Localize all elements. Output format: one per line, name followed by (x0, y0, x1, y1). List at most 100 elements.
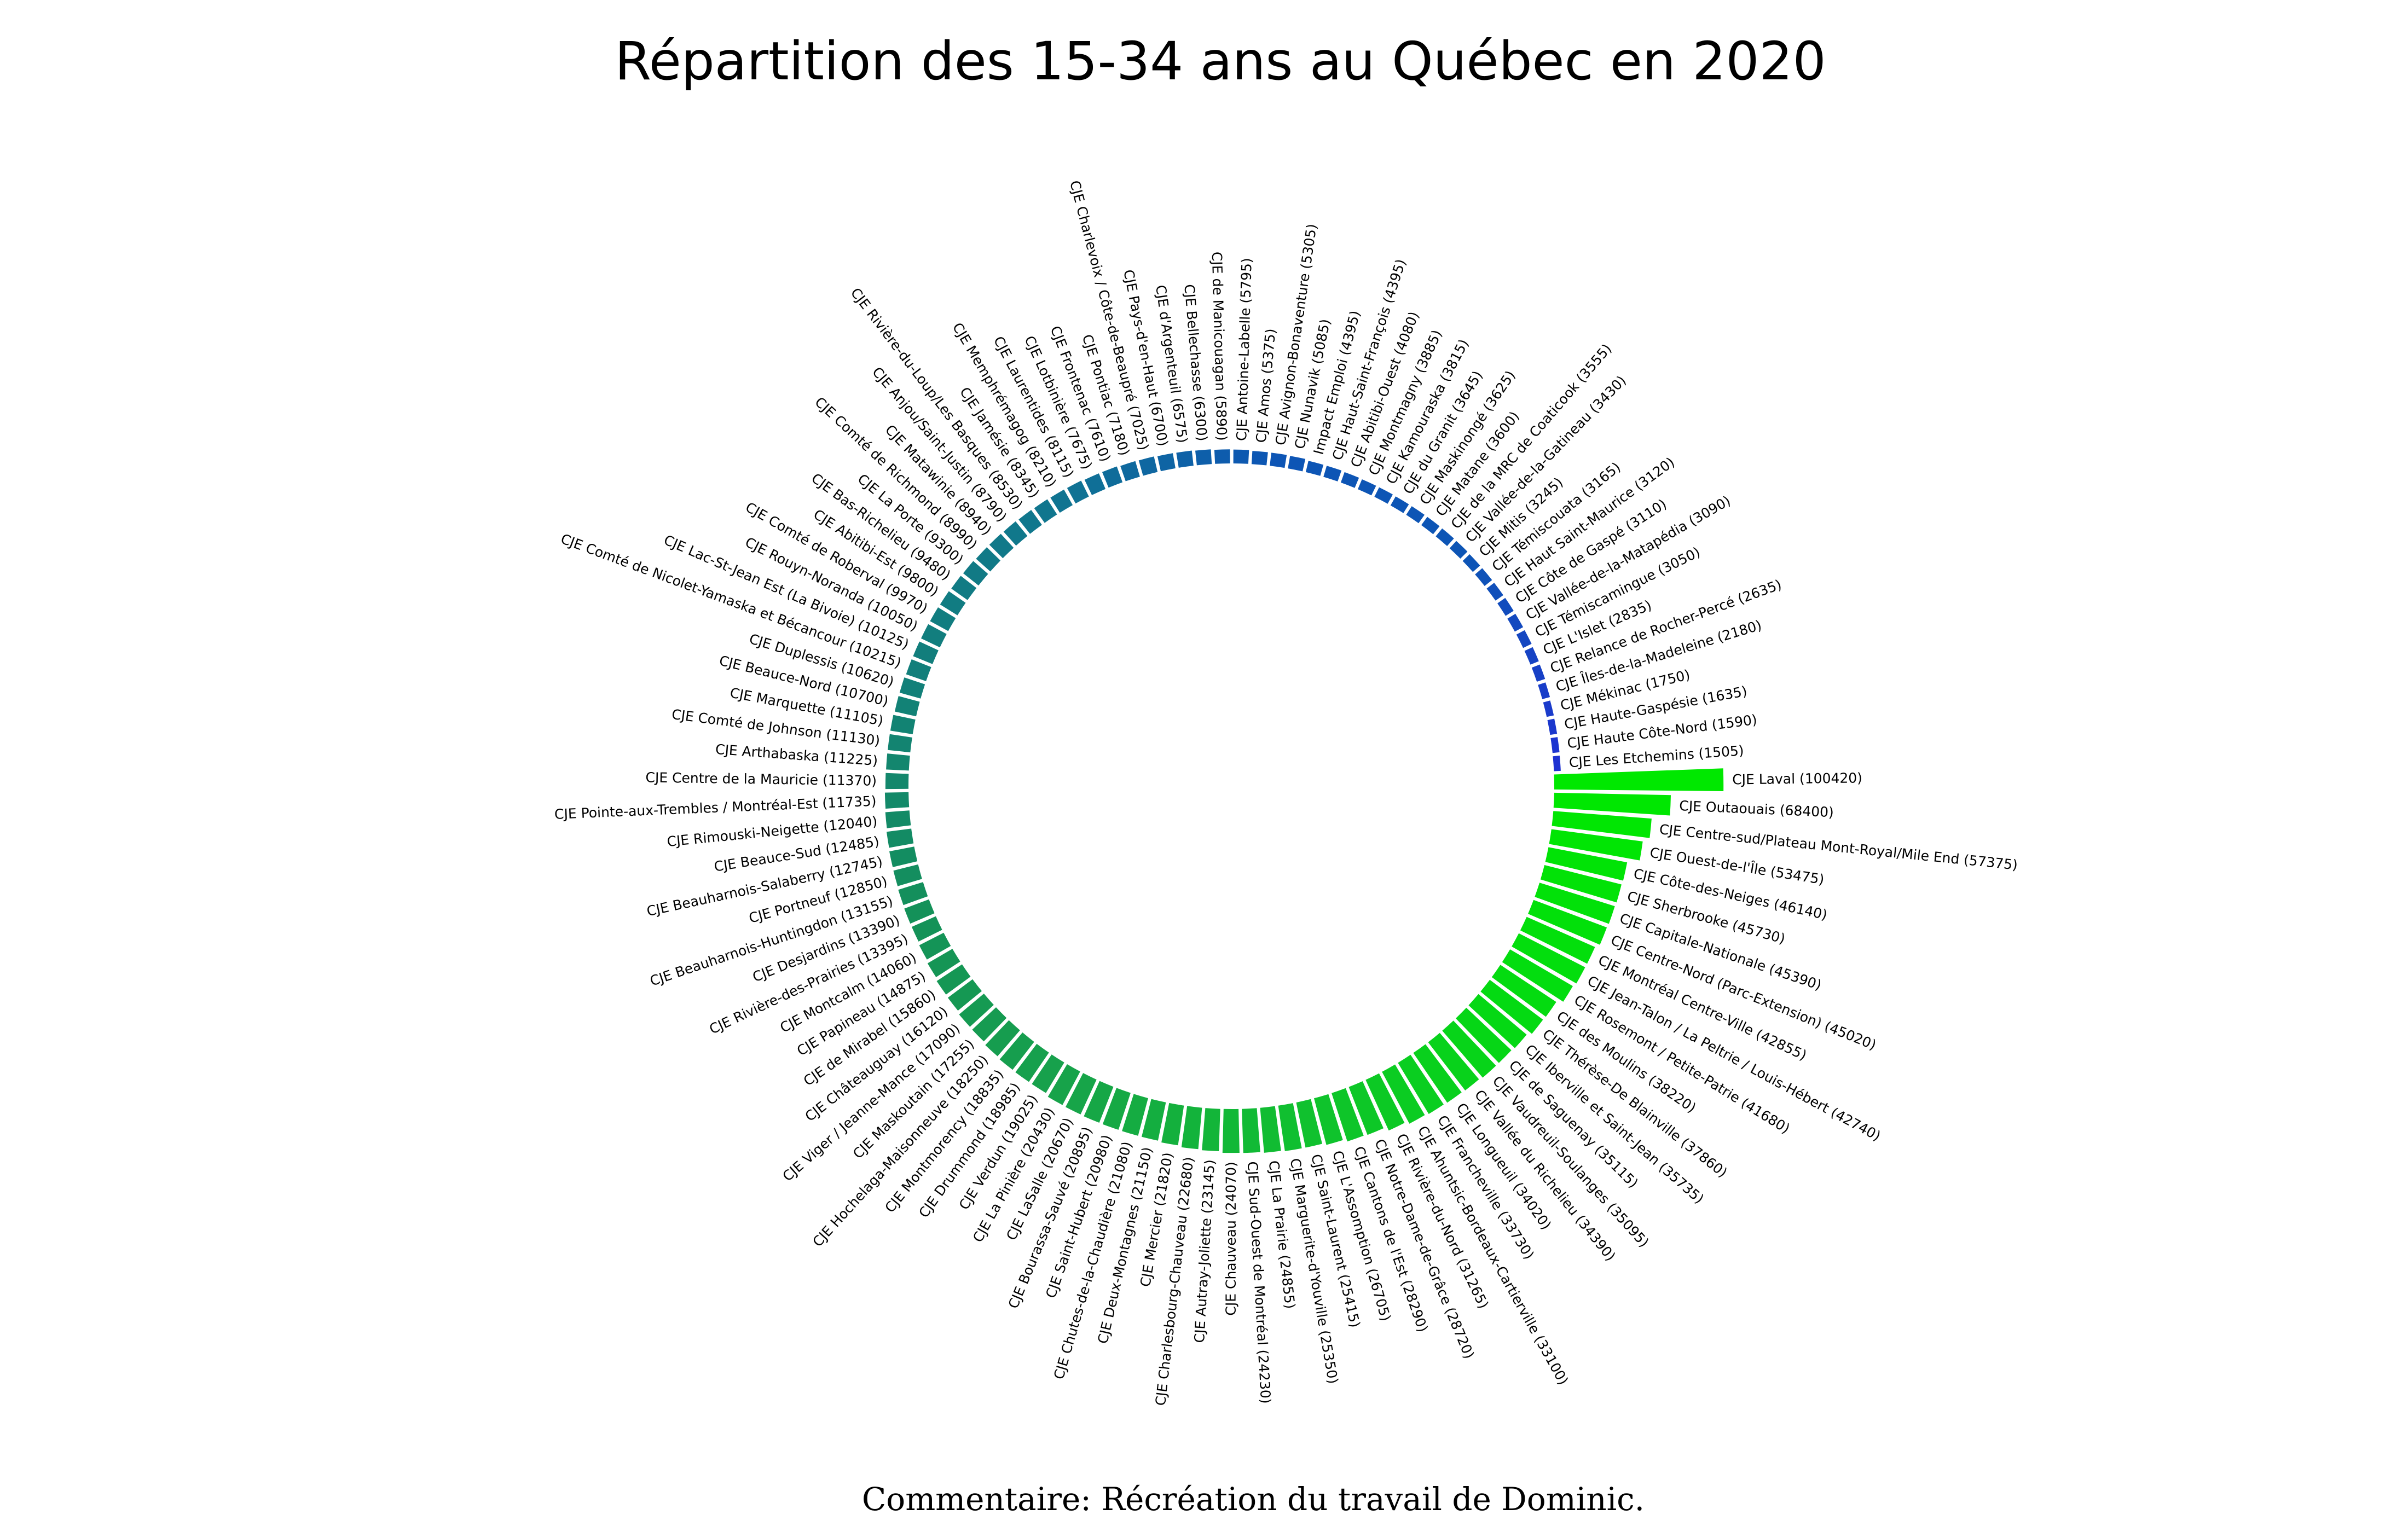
bar-segment (1032, 1054, 1064, 1093)
bar-segment (1507, 613, 1524, 632)
bar-segment (1296, 1099, 1322, 1148)
bar-segment (1176, 450, 1194, 468)
bar-segment (1015, 1043, 1049, 1082)
bar-segment (927, 949, 960, 977)
bar-segment (1214, 449, 1230, 464)
bar-segment (1547, 718, 1558, 735)
bar-segment (911, 916, 942, 942)
bar-segment (1305, 461, 1324, 476)
bar-segment (930, 607, 956, 631)
bar-segment (1102, 1088, 1131, 1130)
bar-segment (889, 846, 918, 867)
bar-label: CJE Autray-Joliette (23145) (1191, 1159, 1218, 1343)
bar-segment (1449, 541, 1468, 559)
bar-segment (906, 659, 931, 681)
bar-segment (1120, 461, 1140, 481)
bar-label: CJE Sud-Ouest de Montréal (24230) (1244, 1161, 1274, 1405)
bars-group (884, 449, 1724, 1153)
bar-segment (972, 1007, 1007, 1042)
bar-segment (1270, 452, 1287, 468)
bar-segment (1545, 847, 1628, 881)
bar-segment (1340, 472, 1359, 488)
bar-segment (1233, 449, 1249, 464)
bar-segment (1442, 1020, 1496, 1078)
bar-segment (1195, 449, 1212, 466)
bar-segment (1512, 933, 1585, 984)
bar-segment (963, 561, 988, 586)
bar-segment (1502, 949, 1573, 1002)
bar-segment (1456, 1007, 1512, 1063)
bar-segment (1480, 979, 1543, 1034)
bar-segment (1047, 1064, 1080, 1105)
bar-segment (1549, 829, 1643, 861)
bar-segment (1462, 554, 1480, 572)
bar-segment (1066, 1073, 1097, 1115)
bar-segment (1157, 453, 1176, 472)
bar-segment (1382, 1064, 1425, 1124)
bar-segment (1516, 630, 1532, 648)
bar-segment (999, 1032, 1034, 1070)
bar-segment (884, 792, 910, 809)
bar-segment (1538, 682, 1550, 699)
bar-segment (1550, 737, 1560, 753)
bar-segment (1102, 466, 1123, 488)
bar-segment (1260, 1106, 1281, 1153)
bar-segment (1428, 1032, 1479, 1090)
bar-segment (1142, 1099, 1166, 1141)
bar-label: CJE de Manicouagan (5890) (1209, 252, 1230, 441)
bar-segment (886, 753, 910, 771)
bar-segment (888, 734, 912, 753)
bar-segment (885, 810, 911, 828)
bar-labels-group: CJE Les Etchemins (1505)CJE Haute Côte-N… (554, 179, 2018, 1407)
bar-segment (1084, 473, 1105, 495)
bar-segment (890, 715, 916, 734)
bar-label: CJE Centre de la Mauricie (11370) (645, 769, 877, 788)
bar-segment (1084, 1081, 1114, 1123)
bar-segment (887, 828, 914, 848)
bar-segment (1554, 768, 1724, 791)
bar-segment (1348, 1081, 1384, 1135)
bar-segment (959, 994, 994, 1027)
bar-label: CJE Marguerite-d'Youville (25350) (1287, 1157, 1341, 1385)
bar-segment (1552, 811, 1652, 838)
bar-segment (1288, 456, 1306, 472)
bar-segment (1468, 994, 1527, 1048)
bar-segment (1540, 865, 1622, 903)
bar-segment (898, 882, 928, 906)
bar-segment (1161, 1102, 1184, 1146)
bar-segment (893, 864, 922, 886)
bar-segment (1421, 517, 1440, 535)
bar-segment (1122, 1094, 1148, 1136)
bar-segment (1398, 1054, 1444, 1114)
bar-segment (1138, 456, 1158, 476)
bar-segment (1553, 756, 1561, 771)
bar-segment (951, 576, 977, 600)
bar-segment (899, 677, 925, 699)
bar-segment (1374, 487, 1393, 504)
bar-segment (940, 591, 966, 616)
bar-segment (1034, 499, 1057, 523)
bar-segment (1278, 1103, 1302, 1151)
bar-segment (1251, 451, 1268, 466)
bar-segment (1358, 479, 1376, 496)
bar-segment (1202, 1108, 1220, 1151)
bar-segment (1486, 583, 1503, 601)
bar-segment (1332, 1088, 1364, 1142)
bar-segment (985, 1020, 1020, 1057)
bar-segment (947, 979, 982, 1011)
bar-segment (1181, 1106, 1202, 1150)
bar-label: CJE Outaouais (68400) (1679, 798, 1834, 820)
footer-comment: Commentaire: Récréation du travail de Do… (862, 1481, 1645, 1518)
bar-segment (1018, 510, 1042, 534)
bar-segment (904, 899, 935, 924)
bar-segment (1543, 700, 1554, 717)
bar-segment (1535, 883, 1615, 924)
bar-segment (1365, 1073, 1405, 1131)
bar-segment (976, 547, 1001, 572)
bar-segment (936, 964, 971, 995)
bar-label: CJE Chauveau (24070) (1223, 1162, 1239, 1315)
bar-segment (1222, 1109, 1240, 1153)
bar-segment (1475, 568, 1492, 586)
